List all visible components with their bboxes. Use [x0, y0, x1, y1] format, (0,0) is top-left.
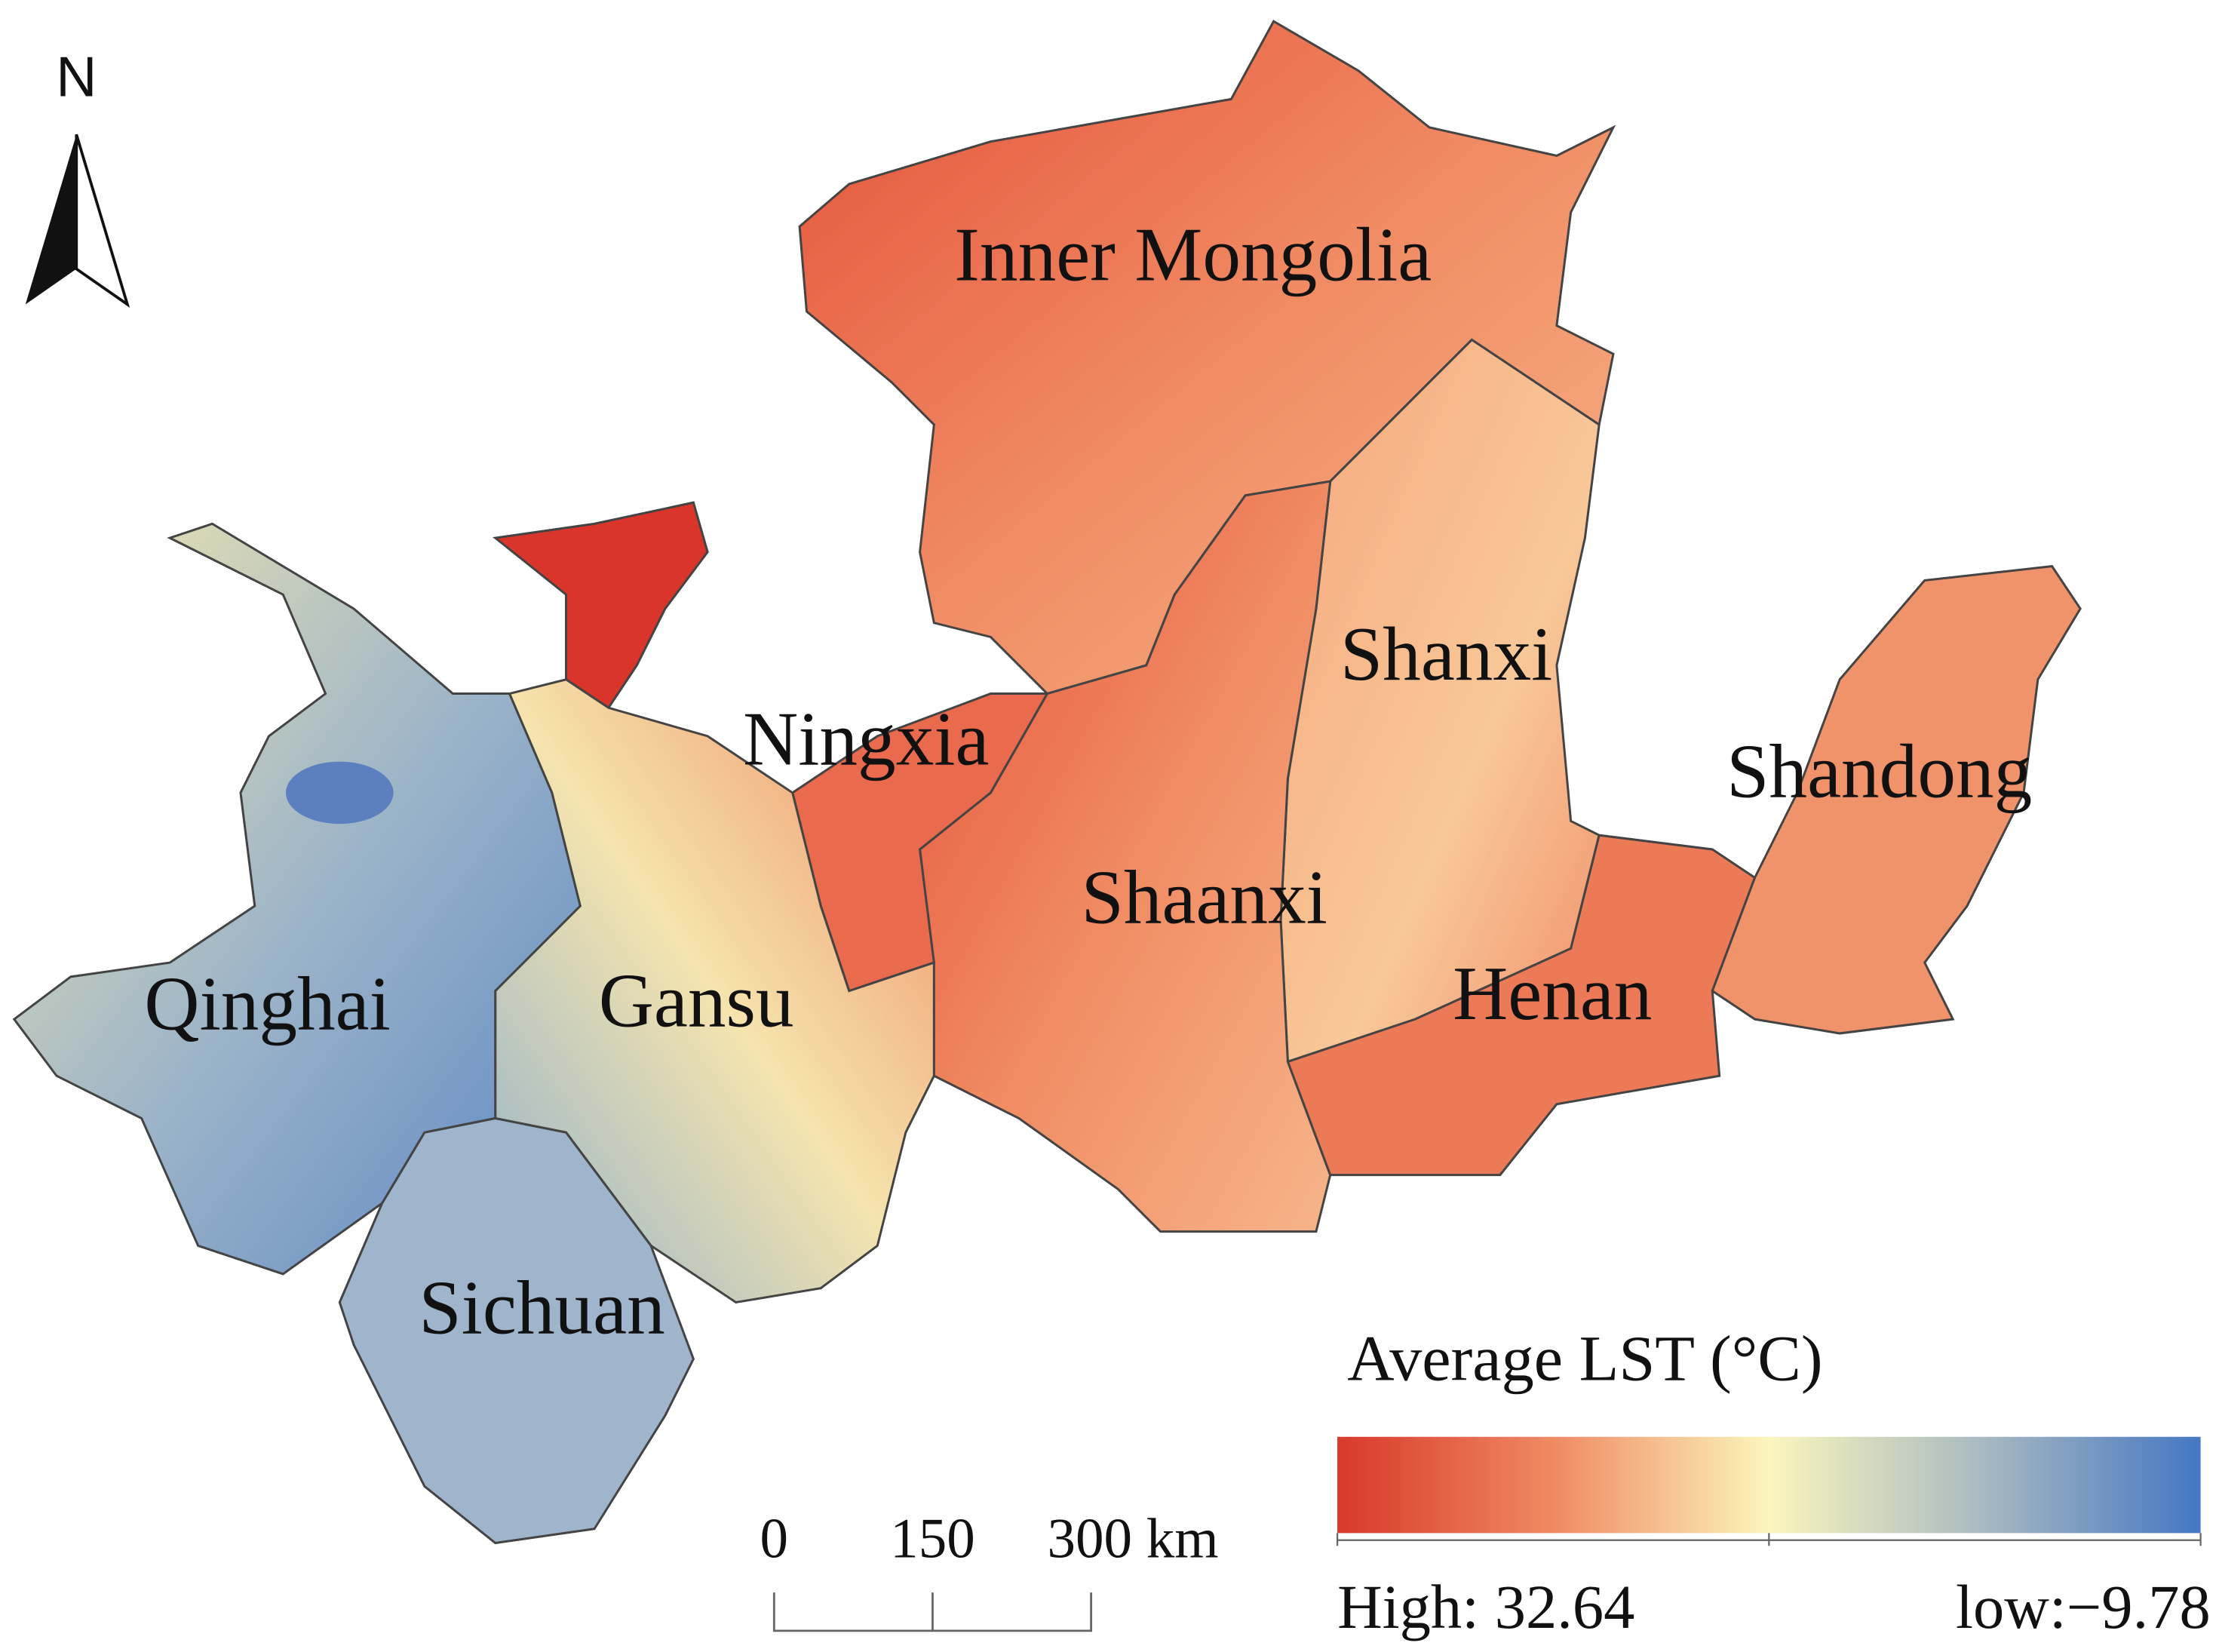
region-label: Shanxi [1340, 612, 1552, 696]
legend-axis [1336, 1533, 2202, 1546]
shandong-area [1711, 565, 2082, 1035]
region-label: Sichuan [419, 1266, 664, 1350]
legend-high: High: 32.64 [1337, 1572, 1634, 1641]
region-label: Qinghai [144, 961, 390, 1046]
lake [286, 761, 394, 824]
region-label: Henan [1453, 951, 1652, 1036]
qinghai-area [12, 522, 582, 1276]
region-label: Shandong [1726, 729, 2032, 814]
provinces [12, 20, 2082, 1545]
henan-area [1286, 834, 1757, 1177]
legend-title: Average LST (°C) [1347, 1322, 1822, 1395]
north-label: N [56, 45, 97, 109]
arrow-right [75, 134, 130, 309]
scale-label: 300 km [1047, 1507, 1218, 1570]
region-label: Ningxia [743, 696, 989, 781]
alxa-area [493, 501, 709, 710]
legend-ramp [1337, 1436, 2201, 1534]
scale-label: 150 [890, 1507, 975, 1570]
sichuan-area [338, 1116, 695, 1545]
region-label: Gansu [599, 959, 794, 1043]
north-arrow: N [25, 45, 130, 309]
region-label: Shaanxi [1082, 855, 1327, 940]
region-label: Inner Mongolia [954, 213, 1432, 297]
arrow-left [25, 134, 77, 305]
legend: Average LST (°C) High: 32.64 low:−9.78 [1336, 1322, 2211, 1641]
scale-label: 0 [760, 1507, 789, 1570]
scale-bar: 0 150 300 km [760, 1507, 1219, 1632]
region-labels: Inner Mongolia Shanxi Ningxia Shandong Shaan… [144, 213, 2032, 1350]
scale-line [772, 1592, 1093, 1632]
legend-low: low:−9.78 [1956, 1572, 2211, 1641]
